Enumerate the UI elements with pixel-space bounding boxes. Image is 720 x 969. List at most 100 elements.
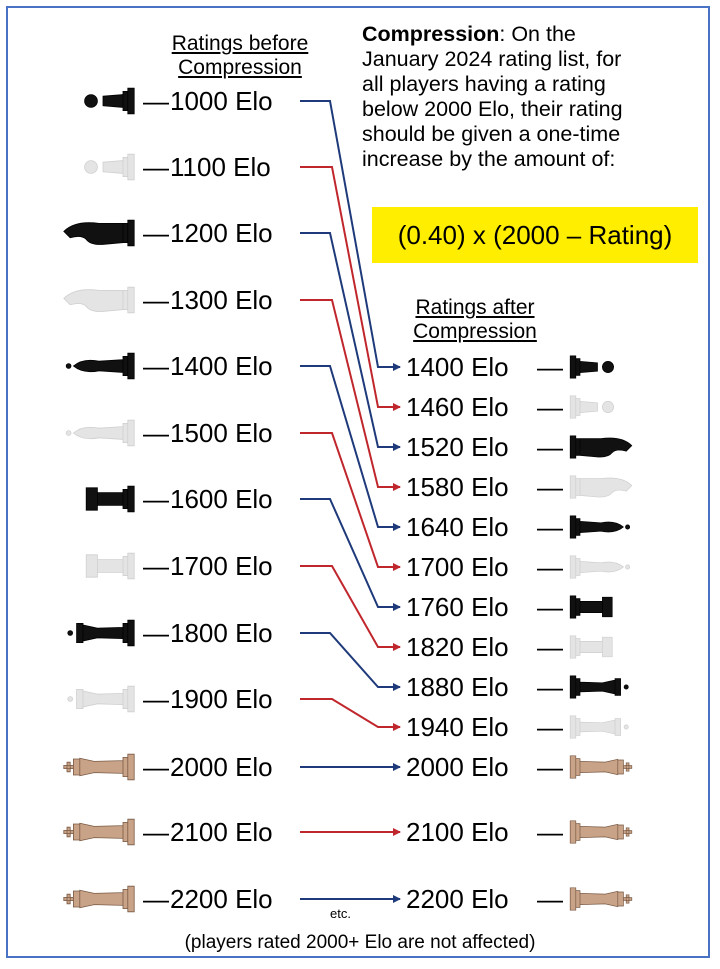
piece-icon-after-9 bbox=[563, 713, 639, 746]
dash-after-2: — bbox=[537, 432, 563, 462]
dash-after-11: — bbox=[537, 817, 563, 847]
piece-icon-before-3 bbox=[58, 284, 140, 321]
description-line-0: : On the bbox=[499, 22, 576, 46]
rating-after-5: 1700 Elo bbox=[406, 552, 509, 582]
rating-before-4: 1400 Elo bbox=[170, 351, 273, 381]
rating-before-0: 1000 Elo bbox=[170, 86, 273, 116]
diagram-frame bbox=[6, 6, 710, 958]
piece-icon-after-2 bbox=[563, 433, 639, 466]
before-header-line2: Compression bbox=[178, 56, 302, 79]
arrow-1 bbox=[300, 166, 401, 411]
arrow-3 bbox=[300, 299, 401, 491]
before-header-line1: Ratings before bbox=[171, 32, 309, 55]
piece-icon-before-6 bbox=[58, 483, 140, 520]
black-pawn-icon bbox=[84, 87, 135, 115]
dash-before-6: — bbox=[143, 484, 169, 514]
black-pawn-icon bbox=[569, 355, 614, 379]
rating-before-8: 1800 Elo bbox=[170, 618, 273, 648]
piece-icon-before-9 bbox=[58, 683, 140, 720]
rating-after-0: 1400 Elo bbox=[406, 352, 509, 382]
piece-icon-after-11 bbox=[563, 818, 639, 851]
arrow-4 bbox=[300, 365, 401, 531]
rating-before-2: 1200 Elo bbox=[170, 218, 273, 248]
rating-before-1: 1100 Elo bbox=[170, 152, 271, 182]
rating-after-3: 1580 Elo bbox=[406, 472, 509, 502]
dash-after-3: — bbox=[537, 472, 563, 502]
black-queen-icon bbox=[67, 619, 135, 647]
piece-icon-before-5 bbox=[58, 417, 140, 454]
white-pawn-icon bbox=[84, 153, 135, 181]
rating-after-9: 1940 Elo bbox=[406, 712, 509, 742]
dash-before-2: — bbox=[143, 218, 169, 248]
arrow-7 bbox=[300, 565, 401, 651]
white-queen-icon bbox=[67, 685, 135, 713]
after-header: Ratings after Compression bbox=[385, 296, 565, 344]
rating-before-7: 1700 Elo bbox=[170, 551, 273, 581]
bronze-king-icon bbox=[569, 887, 633, 911]
piece-icon-after-6 bbox=[563, 593, 639, 626]
dash-before-4: — bbox=[143, 351, 169, 381]
dash-after-10: — bbox=[537, 752, 563, 782]
dash-after-6: — bbox=[537, 592, 563, 622]
piece-icon-before-11 bbox=[58, 816, 140, 853]
white-queen-icon bbox=[569, 715, 629, 739]
white-bishop-icon bbox=[569, 555, 631, 579]
rating-before-3: 1300 Elo bbox=[170, 285, 273, 315]
piece-icon-after-0 bbox=[563, 353, 639, 386]
description-line-2: all players having a rating bbox=[362, 72, 606, 96]
dash-before-11: — bbox=[143, 817, 169, 847]
etc-label: etc. bbox=[330, 906, 351, 921]
dash-before-10: — bbox=[143, 752, 169, 782]
rating-after-11: 2100 Elo bbox=[406, 817, 509, 847]
black-bishop-icon bbox=[569, 515, 631, 539]
piece-icon-before-1 bbox=[58, 151, 140, 188]
black-queen-icon bbox=[569, 675, 629, 699]
bronze-king-icon bbox=[569, 820, 633, 844]
dash-before-12: — bbox=[143, 884, 169, 914]
formula-highlight: (0.40) x (2000 – Rating) bbox=[372, 207, 698, 263]
arrow-5 bbox=[300, 432, 401, 571]
dash-before-1: — bbox=[143, 152, 169, 182]
white-bishop-icon bbox=[65, 419, 135, 447]
after-header-line1: Ratings after bbox=[415, 296, 535, 319]
black-knight-icon bbox=[63, 219, 135, 247]
piece-icon-before-10 bbox=[58, 751, 140, 788]
dash-after-8: — bbox=[537, 672, 563, 702]
rating-before-9: 1900 Elo bbox=[170, 684, 273, 714]
dash-after-4: — bbox=[537, 512, 563, 542]
piece-icon-after-5 bbox=[563, 553, 639, 586]
piece-icon-after-12 bbox=[563, 885, 639, 918]
piece-icon-before-12 bbox=[58, 883, 140, 920]
rating-before-6: 1600 Elo bbox=[170, 484, 273, 514]
piece-icon-after-10 bbox=[563, 753, 639, 786]
rating-after-6: 1760 Elo bbox=[406, 592, 509, 622]
dash-before-3: — bbox=[143, 285, 169, 315]
bronze-king-icon bbox=[63, 753, 135, 781]
black-knight-icon bbox=[569, 435, 633, 459]
compression-description: Compression: On the January 2024 rating … bbox=[362, 22, 712, 172]
white-knight-icon bbox=[569, 475, 633, 499]
dash-after-0: — bbox=[537, 352, 563, 382]
rating-after-4: 1640 Elo bbox=[406, 512, 509, 542]
formula-text: (0.40) x (2000 – Rating) bbox=[397, 219, 673, 250]
arrow-6 bbox=[300, 498, 401, 611]
bronze-king-icon bbox=[569, 755, 633, 779]
rating-after-8: 1880 Elo bbox=[406, 672, 509, 702]
black-rook-icon bbox=[569, 595, 613, 619]
rating-before-12: 2200 Elo bbox=[170, 884, 273, 914]
description-term: Compression bbox=[362, 22, 500, 46]
dash-before-5: — bbox=[143, 418, 169, 448]
before-header: Ratings before Compression bbox=[150, 32, 330, 80]
rating-before-10: 2000 Elo bbox=[170, 752, 273, 782]
dash-before-9: — bbox=[143, 684, 169, 714]
dash-after-12: — bbox=[537, 884, 563, 914]
dash-before-8: — bbox=[143, 618, 169, 648]
rating-after-1: 1460 Elo bbox=[406, 392, 509, 422]
footnote: (players rated 2000+ Elo are not affecte… bbox=[184, 932, 536, 953]
dash-before-7: — bbox=[143, 551, 169, 581]
piece-icon-before-4 bbox=[58, 350, 140, 387]
rating-after-2: 1520 Elo bbox=[406, 432, 509, 462]
piece-icon-after-7 bbox=[563, 633, 639, 666]
piece-icon-after-1 bbox=[563, 393, 639, 426]
arrow-2 bbox=[300, 232, 401, 451]
